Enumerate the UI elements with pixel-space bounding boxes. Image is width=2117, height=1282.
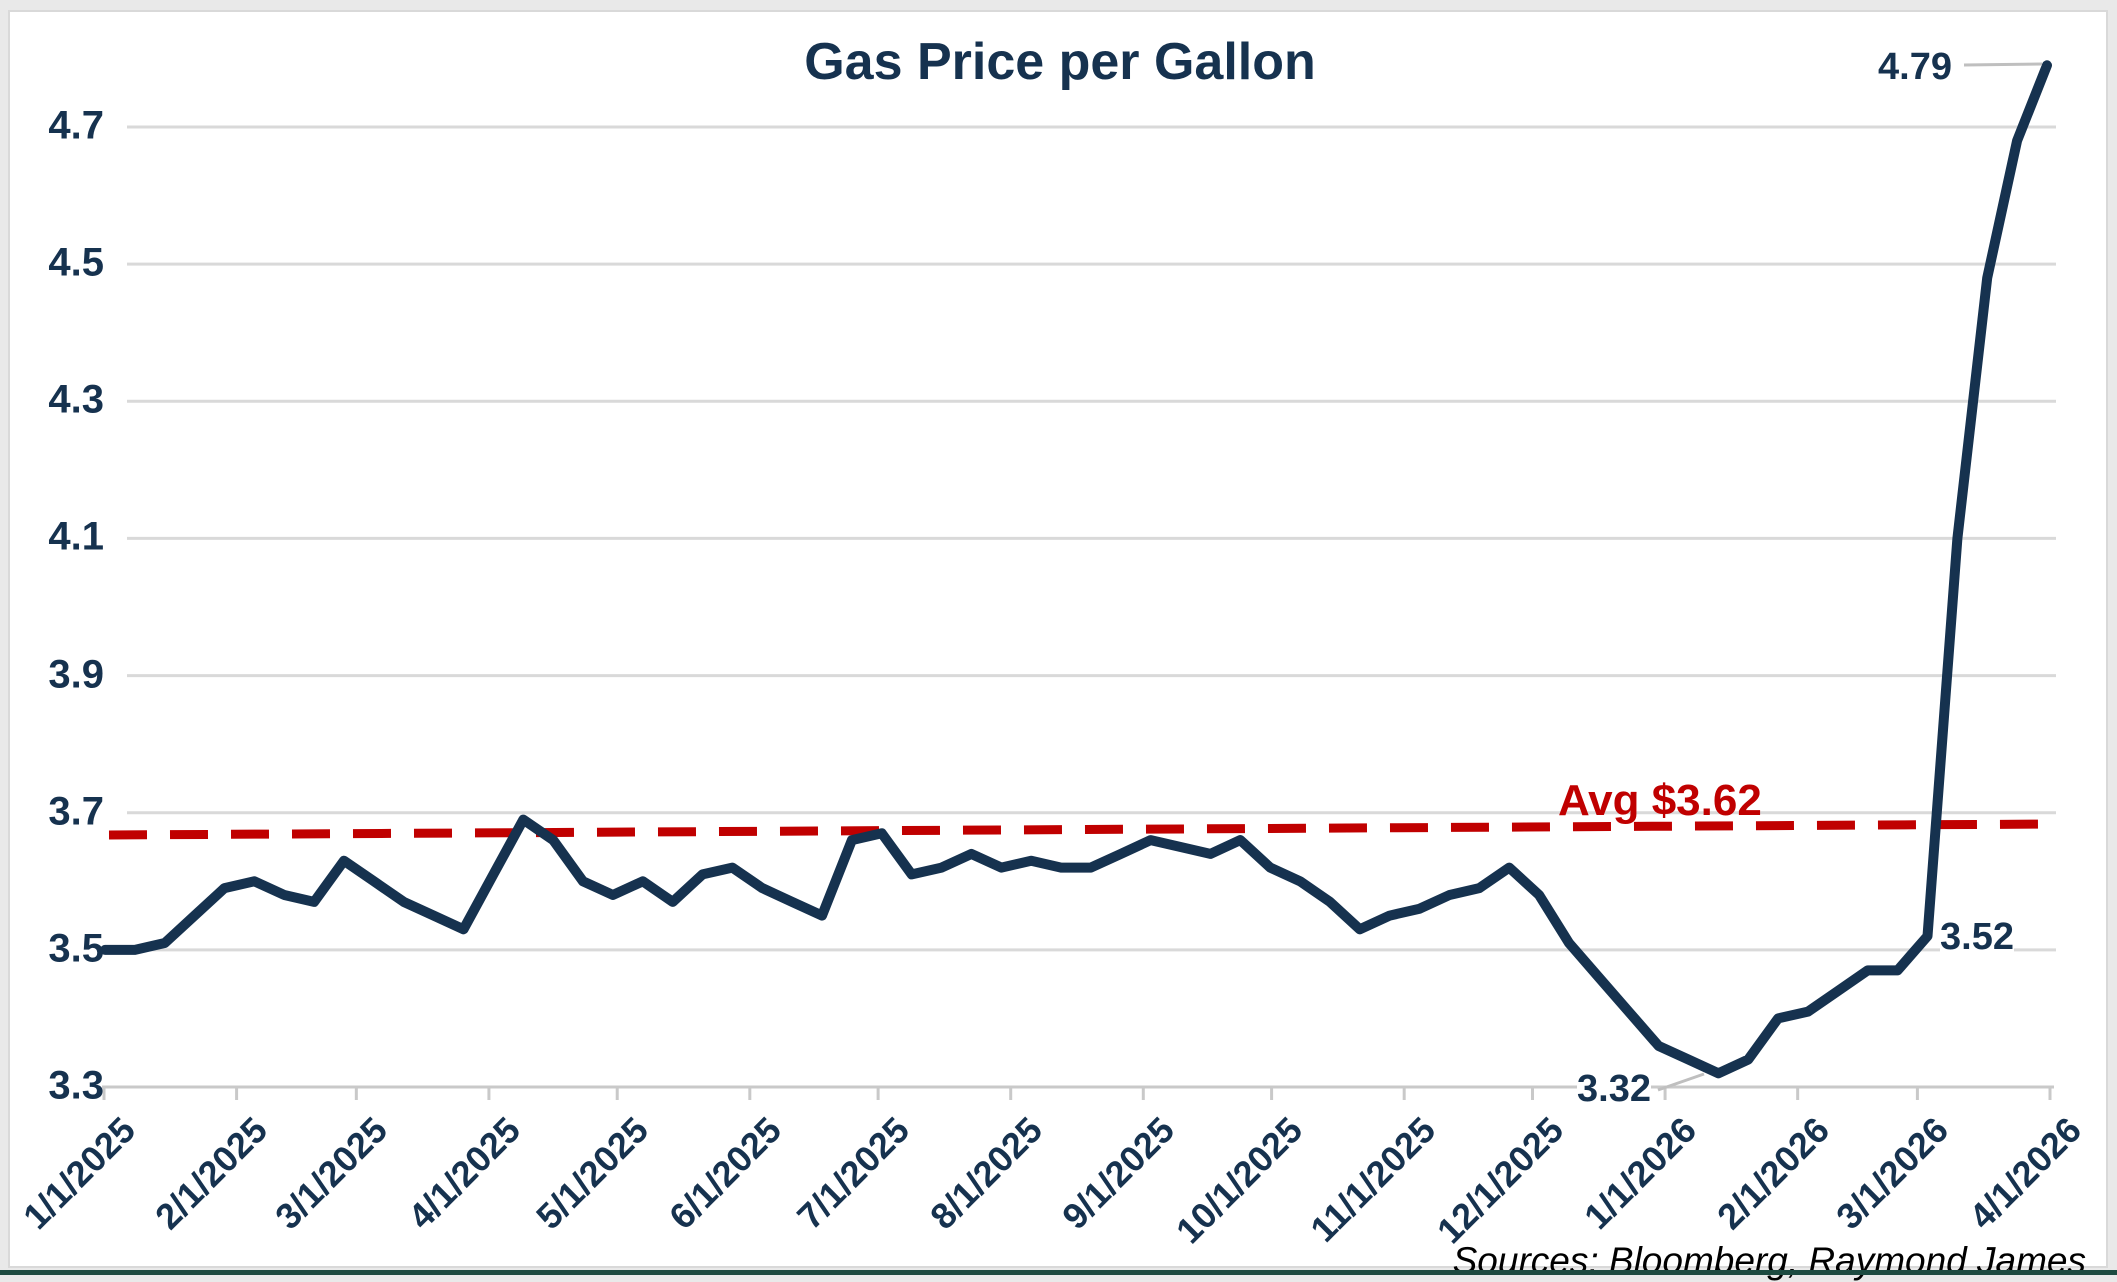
annotation-low-value: 3.32 <box>1577 1068 1651 1110</box>
window-bottom-edge-bar <box>0 1270 2117 1275</box>
annotation-pre-surge-value: 3.52 <box>1940 916 2014 958</box>
y-axis-label: 3.7 <box>48 789 104 834</box>
y-axis-label: 4.1 <box>48 515 104 560</box>
gas-price-series-line <box>100 60 2052 1079</box>
source-note: Sources: Bloomberg, Raymond James <box>1452 1240 2086 1281</box>
gas-price-line-chart <box>100 60 2061 1100</box>
annotation-high-value: 4.79 <box>1878 46 1952 88</box>
y-axis-label: 3.3 <box>48 1063 104 1108</box>
callout-line-low <box>1657 1072 1705 1092</box>
callout-line-high <box>1963 62 2043 67</box>
chart-title: Gas Price per Gallon <box>804 33 1316 91</box>
y-axis-label: 4.3 <box>48 377 104 422</box>
y-axis-label: 4.5 <box>48 240 104 285</box>
average-line-label: Avg $3.62 <box>1558 776 1762 825</box>
chart-panel: Gas Price per Gallon 4.7 4.5 4.3 4.1 3.9 3.7 3… <box>8 10 2108 1281</box>
y-axis-label: 3.5 <box>48 926 104 971</box>
y-axis-label: 4.7 <box>48 103 104 148</box>
y-axis-label: 3.9 <box>48 652 104 697</box>
average-dashed-line <box>108 819 2061 840</box>
